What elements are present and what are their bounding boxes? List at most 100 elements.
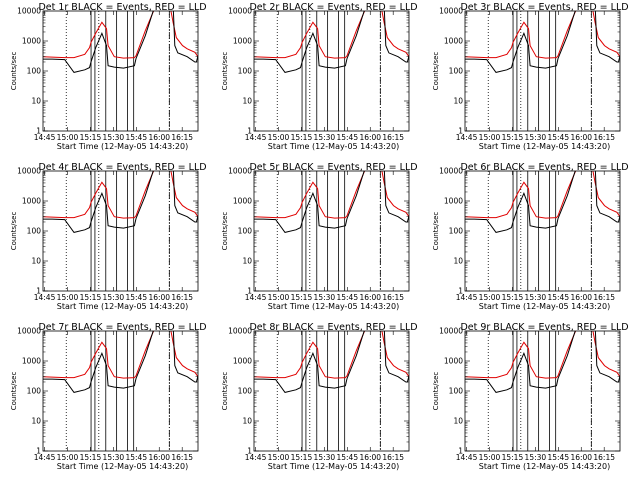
y-tick-label: 100	[27, 387, 42, 396]
x-tick-label: 15:30	[525, 453, 547, 462]
y-tick-label: 10	[453, 417, 463, 426]
y-tick-label: 100	[238, 67, 253, 76]
x-tick-label: 15:15	[502, 293, 524, 302]
lld-series-line	[465, 331, 620, 379]
x-tick-label: 14:45	[245, 133, 267, 142]
y-tick-label: 100	[449, 67, 464, 76]
series-group	[43, 11, 198, 73]
y-axis-label: Counts/sec	[432, 372, 440, 411]
x-tick-label: 16:00	[359, 453, 381, 462]
x-axis-label: Start Time (12-May-05 14:43:20)	[479, 302, 610, 311]
y-tick-label: 100	[27, 227, 42, 236]
x-tick-label: 15:15	[291, 293, 313, 302]
y-tick-label: 100	[449, 227, 464, 236]
y-tick-label: 1	[247, 447, 252, 456]
y-tick-label: 10	[453, 97, 463, 106]
lld-series-line	[465, 11, 620, 59]
y-tick-label: 10	[31, 257, 41, 266]
panel-4: Det 4r BLACK = Events, RED = LLD 1 10 100 10…	[10, 162, 207, 311]
x-tick-label: 15:00	[268, 453, 290, 462]
x-tick-label: 15:00	[57, 293, 79, 302]
y-tick-label: 10000	[228, 327, 252, 336]
y-tick-label: 10000	[17, 327, 41, 336]
events-series-line	[254, 331, 409, 393]
y-tick-label: 10000	[228, 7, 252, 16]
panel-3: Det 3r BLACK = Events, RED = LLD 1 10 100 10…	[432, 2, 629, 151]
y-tick-label: 1	[36, 127, 41, 136]
panel-title: Det 8r BLACK = Events, RED = LLD	[249, 322, 417, 333]
y-tick-label: 1	[458, 447, 463, 456]
x-tick-label: 15:00	[57, 453, 79, 462]
panel-8: Det 8r BLACK = Events, RED = LLD 1 10 100 10…	[221, 322, 418, 471]
y-tick-label: 100	[238, 387, 253, 396]
x-tick-label: 15:15	[80, 133, 102, 142]
y-tick-label: 100	[449, 387, 464, 396]
x-tick-label: 15:30	[525, 133, 547, 142]
y-tick-label: 1000	[22, 357, 41, 366]
lld-series-line	[254, 331, 409, 379]
x-tick-label: 16:00	[359, 133, 381, 142]
y-tick-label: 10	[31, 417, 41, 426]
series-group	[465, 331, 620, 393]
x-tick-label: 15:45	[336, 453, 358, 462]
events-series-line	[465, 331, 620, 393]
x-tick-label: 15:15	[80, 293, 102, 302]
x-tick-label: 16:15	[382, 133, 404, 142]
y-tick-label: 1	[247, 287, 252, 296]
panel-title: Det 5r BLACK = Events, RED = LLD	[249, 162, 417, 173]
y-tick-label: 10000	[439, 167, 463, 176]
x-tick-label: 16:15	[382, 293, 404, 302]
panel-title: Det 9r BLACK = Events, RED = LLD	[460, 322, 628, 333]
x-axis-label: Start Time (12-May-05 14:43:20)	[268, 142, 399, 151]
panel-7: Det 7r BLACK = Events, RED = LLD 1 10 100 10…	[10, 322, 207, 471]
y-tick-label: 10000	[228, 167, 252, 176]
panel-title: Det 7r BLACK = Events, RED = LLD	[38, 322, 206, 333]
x-tick-label: 15:15	[502, 133, 524, 142]
x-tick-label: 15:45	[125, 453, 147, 462]
x-tick-label: 16:15	[382, 453, 404, 462]
x-axis-label: Start Time (12-May-05 14:43:20)	[268, 462, 399, 471]
x-tick-label: 15:45	[336, 293, 358, 302]
panel-title: Det 1r BLACK = Events, RED = LLD	[38, 2, 206, 13]
x-axis-label: Start Time (12-May-05 14:43:20)	[57, 302, 188, 311]
x-tick-label: 15:00	[268, 133, 290, 142]
panel-title: Det 2r BLACK = Events, RED = LLD	[249, 2, 417, 13]
x-tick-label: 15:30	[314, 133, 336, 142]
x-tick-label: 15:00	[479, 293, 501, 302]
x-tick-label: 15:45	[125, 133, 147, 142]
y-axis-label: Counts/sec	[221, 52, 229, 91]
x-tick-label: 16:15	[593, 133, 615, 142]
x-axis-label: Start Time (12-May-05 14:43:20)	[479, 462, 610, 471]
x-tick-label: 15:15	[80, 453, 102, 462]
panel-title: Det 3r BLACK = Events, RED = LLD	[460, 2, 628, 13]
y-tick-label: 100	[238, 227, 253, 236]
x-tick-label: 16:00	[148, 293, 170, 302]
panel-5: Det 5r BLACK = Events, RED = LLD 1 10 100 10…	[221, 162, 418, 311]
x-tick-label: 15:00	[268, 293, 290, 302]
y-tick-label: 10000	[439, 7, 463, 16]
x-tick-label: 15:30	[103, 293, 125, 302]
events-series-line	[43, 171, 198, 233]
y-tick-label: 10000	[17, 7, 41, 16]
x-tick-label: 15:45	[547, 453, 569, 462]
marker-lines	[487, 11, 592, 131]
x-tick-label: 16:00	[570, 453, 592, 462]
y-tick-label: 10	[242, 257, 252, 266]
x-tick-label: 14:45	[34, 293, 56, 302]
x-tick-label: 15:45	[125, 293, 147, 302]
x-tick-label: 15:00	[479, 453, 501, 462]
y-tick-label: 1000	[444, 197, 463, 206]
x-tick-label: 15:30	[314, 453, 336, 462]
y-axis-label: Counts/sec	[432, 52, 440, 91]
y-tick-label: 1	[247, 127, 252, 136]
events-series-line	[254, 11, 409, 73]
x-tick-label: 16:00	[148, 453, 170, 462]
marker-lines	[487, 171, 592, 291]
events-series-line	[43, 11, 198, 73]
events-series-line	[465, 11, 620, 73]
marker-lines	[487, 331, 592, 451]
y-axis-label: Counts/sec	[10, 372, 18, 411]
x-axis-label: Start Time (12-May-05 14:43:20)	[57, 462, 188, 471]
events-series-line	[465, 171, 620, 233]
